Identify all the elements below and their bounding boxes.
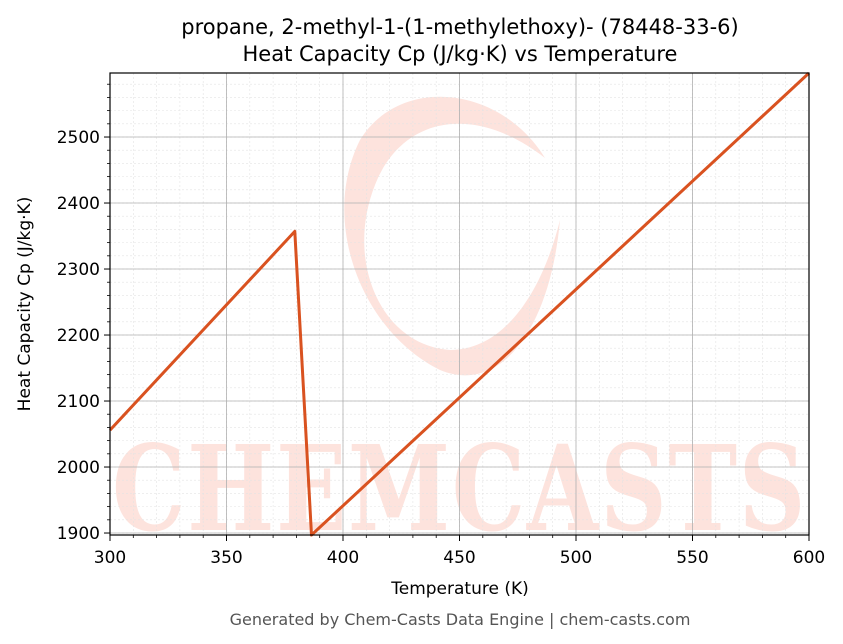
y-tick-label: 2100 xyxy=(57,392,100,412)
y-tick-label: 2500 xyxy=(57,128,100,148)
heat-capacity-line xyxy=(108,71,811,537)
series-layer xyxy=(108,71,811,537)
y-axis-label: Heat Capacity Cp (J/kg·K) xyxy=(15,197,35,412)
x-tick-label: 300 xyxy=(94,548,126,568)
x-tick-label: 400 xyxy=(327,548,359,568)
y-tick-label: 2000 xyxy=(57,458,100,478)
x-tick-label: 450 xyxy=(443,548,475,568)
chart-title: propane, 2-methyl-1-(1-methylethoxy)- (7… xyxy=(181,15,738,39)
footer-credit: Generated by Chem-Casts Data Engine | ch… xyxy=(230,610,691,629)
x-tick-label: 350 xyxy=(210,548,242,568)
x-tick-label: 600 xyxy=(793,548,825,568)
y-tick-label: 2300 xyxy=(57,260,100,280)
x-tick-label: 550 xyxy=(676,548,708,568)
chart-subtitle: Heat Capacity Cp (J/kg·K) vs Temperature xyxy=(243,42,678,66)
x-tick-label: 500 xyxy=(560,548,592,568)
x-axis-label: Temperature (K) xyxy=(390,579,529,599)
y-tick-label: 1900 xyxy=(57,524,100,544)
y-tick-label: 2200 xyxy=(57,326,100,346)
y-axis-ticks: 1900 2000 2100 2200 2300 2400 2500 xyxy=(57,83,110,544)
major-grid xyxy=(109,73,810,535)
y-tick-label: 2400 xyxy=(57,194,100,214)
x-axis-ticks: 300 350 400 450 500 550 600 xyxy=(94,535,825,568)
